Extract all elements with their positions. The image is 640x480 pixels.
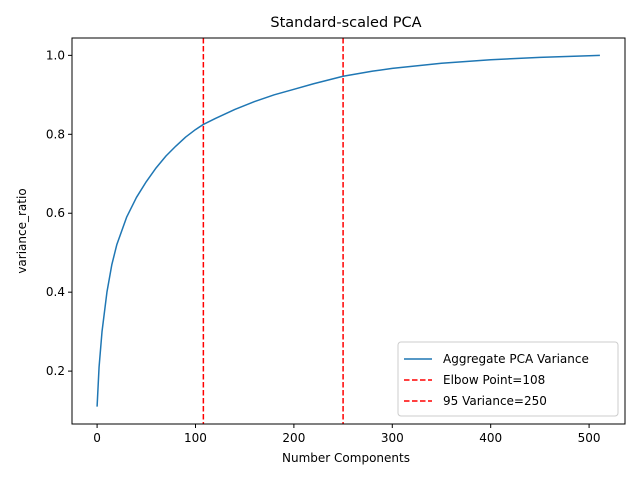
y-axis: 0.2 0.4 0.6 0.8 1.0 bbox=[46, 48, 72, 378]
x-axis: 0 100 200 300 400 500 bbox=[93, 424, 601, 445]
x-axis-label: Number Components bbox=[282, 451, 410, 465]
legend-box bbox=[397, 341, 619, 417]
chart-title: Standard-scaled PCA bbox=[270, 15, 421, 31]
y-tick-label: 1.0 bbox=[46, 48, 65, 62]
x-tick-label: 100 bbox=[184, 431, 207, 445]
x-tick-label: 0 bbox=[93, 431, 101, 445]
y-tick-label: 0.4 bbox=[46, 285, 65, 299]
x-tick-label: 400 bbox=[479, 431, 502, 445]
axes-frame bbox=[71, 37, 626, 425]
x-tick-label: 500 bbox=[578, 431, 601, 445]
x-tick-label: 300 bbox=[381, 431, 404, 445]
legend-label: Elbow Point=108 bbox=[443, 373, 545, 387]
plot-area-series bbox=[96, 38, 600, 424]
y-axis-label: variance_ratio bbox=[15, 188, 29, 273]
series-line-0 bbox=[96, 54, 600, 407]
legend: Aggregate PCA Variance Elbow Point=108 95 … bbox=[397, 341, 619, 417]
y-tick-label: 0.8 bbox=[46, 127, 65, 141]
y-tick-label: 0.2 bbox=[46, 364, 65, 378]
legend-label: 95 Variance=250 bbox=[443, 394, 547, 408]
x-tick-label: 200 bbox=[282, 431, 305, 445]
legend-label: Aggregate PCA Variance bbox=[443, 352, 589, 366]
y-tick-label: 0.6 bbox=[46, 206, 65, 220]
